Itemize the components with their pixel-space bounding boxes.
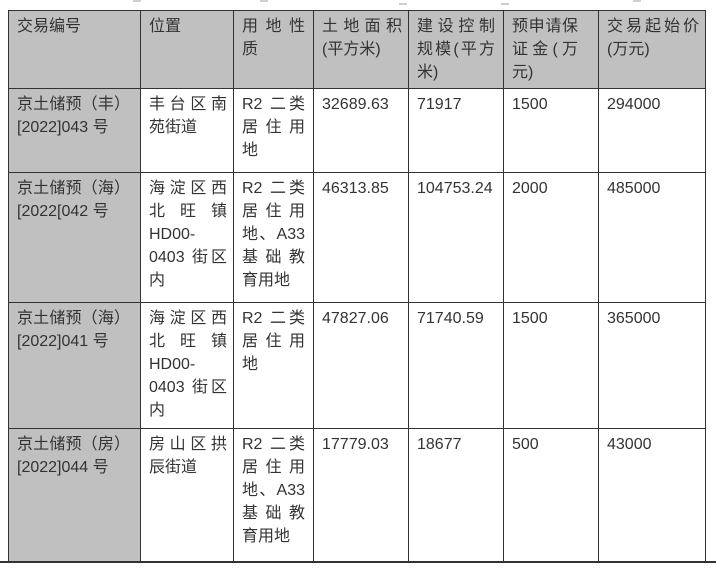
cell-transaction-id: 京土储预（房）[2022]044 号 (8, 428, 141, 563)
land-transaction-table: 交易编号 位置 用地性质 土地面积(平方米) 建设控制规模(平方米) 预申请保证… (8, 10, 706, 563)
cell-starting-price: 365000 (598, 302, 706, 429)
column-header-land-use: 用地性质 (233, 10, 314, 89)
cell-location: 丰台区南苑街道 (140, 88, 234, 173)
cell-location: 海淀区西北旺镇 HD00-0403 街区内 (140, 172, 234, 303)
crop-artifact (133, 0, 141, 2)
column-header-deposit: 预申请保证金(万元) (503, 10, 599, 89)
cell-construction-scale: 71917 (408, 88, 504, 173)
page-bottom-rule (0, 561, 716, 563)
cell-transaction-id: 京土储预（丰）[2022]043 号 (8, 88, 141, 173)
column-header-location: 位置 (140, 10, 234, 89)
cell-starting-price: 43000 (598, 428, 706, 563)
cell-construction-scale: 104753.24 (408, 172, 504, 303)
cell-deposit: 2000 (503, 172, 599, 303)
cell-deposit: 1500 (503, 88, 599, 173)
cell-land-use: R2 二类居住用地 (233, 302, 314, 429)
cell-land-use: R2 二类居住用地 (233, 88, 314, 173)
crop-artifact (633, 0, 641, 2)
cell-land-area: 32689.63 (313, 88, 409, 173)
crop-artifact (399, 3, 407, 5)
cell-land-area: 47827.06 (313, 302, 409, 429)
cell-deposit: 500 (503, 428, 599, 563)
column-header-starting-price: 交易起始价(万元) (598, 10, 706, 89)
cell-construction-scale: 18677 (408, 428, 504, 563)
crop-artifact (260, 0, 268, 2)
column-header-transaction-id: 交易编号 (8, 10, 141, 89)
table-row: 京土储预（海）[2022[042 号 海淀区西北旺镇 HD00-0403 街区内… (8, 172, 706, 303)
table-row: 京土储预（海）[2022]041 号 海淀区西北旺镇 HD00-0403 街区内… (8, 302, 706, 429)
cell-land-area: 46313.85 (313, 172, 409, 303)
column-header-land-area: 土地面积(平方米) (313, 10, 409, 89)
table-row: 京土储预（房）[2022]044 号 房山区拱辰街道 R2 二类居住用地、A33… (8, 428, 706, 563)
cell-starting-price: 294000 (598, 88, 706, 173)
cell-starting-price: 485000 (598, 172, 706, 303)
cell-land-area: 17779.03 (313, 428, 409, 563)
cell-land-use: R2 二类居住用地、A33 基础教育用地 (233, 172, 314, 303)
cell-deposit: 1500 (503, 302, 599, 429)
table-header-row: 交易编号 位置 用地性质 土地面积(平方米) 建设控制规模(平方米) 预申请保证… (8, 10, 706, 89)
cell-location: 房山区拱辰街道 (140, 428, 234, 563)
table-row: 京土储预（丰）[2022]043 号 丰台区南苑街道 R2 二类居住用地 326… (8, 88, 706, 173)
column-header-construction-scale: 建设控制规模(平方米) (408, 10, 504, 89)
cell-location: 海淀区西北旺镇 HD00-0403 街区内 (140, 302, 234, 429)
crop-artifact (501, 3, 509, 5)
cell-transaction-id: 京土储预（海）[2022[042 号 (8, 172, 141, 303)
cell-land-use: R2 二类居住用地、A33 基础教育用地 (233, 428, 314, 563)
cell-construction-scale: 71740.59 (408, 302, 504, 429)
cell-transaction-id: 京土储预（海）[2022]041 号 (8, 302, 141, 429)
